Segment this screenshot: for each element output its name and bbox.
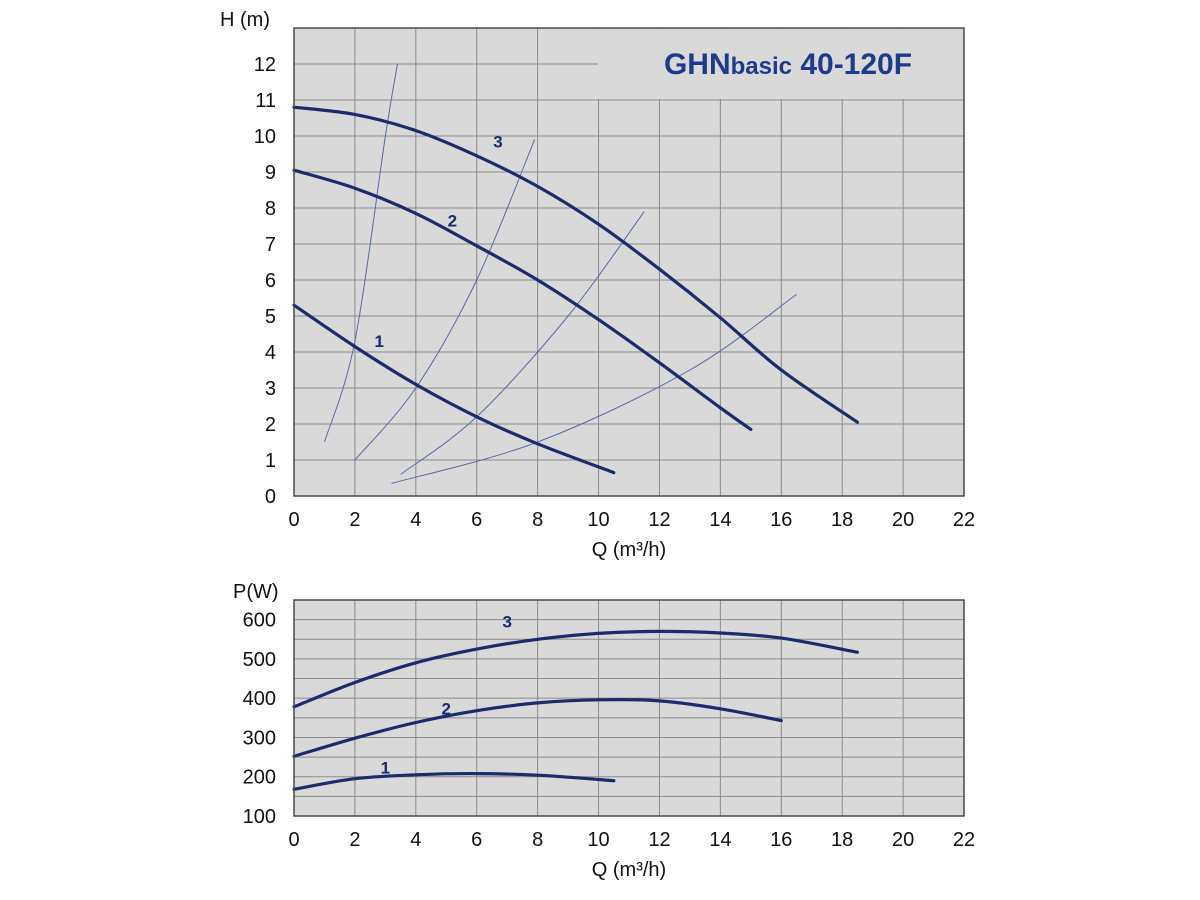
- y-tick-label: 6: [265, 270, 276, 292]
- x-tick-label: 22: [953, 829, 975, 851]
- x-tick-label: 18: [831, 509, 853, 531]
- x-tick-label: 4: [410, 509, 421, 531]
- chart-title-prefix: GHN: [664, 48, 731, 81]
- y-tick-label: 3: [265, 378, 276, 400]
- x-tick-label: 10: [587, 509, 609, 531]
- system-curve: [354, 139, 536, 461]
- y-tick-label: 4: [265, 342, 276, 364]
- y-tick-label: 0: [265, 486, 276, 508]
- x-tick-label: 8: [532, 829, 543, 851]
- y-tick-label: 7: [265, 234, 276, 256]
- x-tick-label: 14: [709, 829, 731, 851]
- series-label-1: 1: [381, 759, 390, 778]
- head-grid: [293, 27, 965, 496]
- x-tick-label: 14: [709, 509, 731, 531]
- x-tick-label: 8: [532, 509, 543, 531]
- series-line-3: [292, 105, 859, 424]
- power-y-axis-label: P(W): [233, 581, 279, 603]
- y-tick-label: 600: [243, 610, 276, 632]
- y-tick-label: 5: [265, 306, 276, 328]
- series-label-3: 3: [493, 132, 502, 151]
- power-plot-background: [294, 600, 964, 816]
- x-tick-label: 0: [288, 509, 299, 531]
- x-tick-label: 20: [892, 829, 914, 851]
- series-line-3: [292, 629, 859, 709]
- chart-title: GHNbasic 40-120F: [664, 48, 912, 81]
- x-tick-label: 2: [349, 509, 360, 531]
- series-line-2: [292, 168, 753, 431]
- x-tick-label: 18: [831, 829, 853, 851]
- head-chart: 123 0 2 4 6 8 10 12 14 16 18 20 220123456789101112 …: [220, 9, 975, 561]
- system-curve: [400, 211, 645, 475]
- y-tick-label: 300: [243, 727, 276, 749]
- series-line-2: [292, 697, 783, 758]
- x-tick-label: 22: [953, 509, 975, 531]
- x-tick-label: 16: [770, 509, 792, 531]
- y-tick-label: 10: [254, 126, 276, 148]
- y-tick-label: 9: [265, 162, 276, 184]
- power-series: 1 2 3: [292, 613, 859, 791]
- head-system-curves: [324, 63, 797, 484]
- system-curve: [391, 293, 797, 484]
- head-plot-frame: [293, 27, 965, 497]
- x-tick-label: 12: [648, 509, 670, 531]
- y-tick-label: 11: [255, 90, 276, 112]
- x-tick-label: 4: [410, 829, 421, 851]
- system-curve: [324, 63, 398, 443]
- series-label-2: 2: [448, 212, 457, 231]
- x-tick-label: 2: [349, 829, 360, 851]
- head-series: 1 2 3: [292, 105, 859, 475]
- power-chart: 123 0 2 4 6 8 10 12 14 16 18 20 2210020030040050060…: [233, 581, 975, 881]
- y-tick-label: 2: [265, 414, 276, 436]
- chart-title-model: 40-120F: [792, 48, 912, 81]
- y-tick-label: 400: [243, 688, 276, 710]
- chart-title-box: [598, 29, 963, 99]
- y-tick-label: 8: [265, 198, 276, 220]
- power-plot-frame: [293, 599, 965, 817]
- head-x-axis-label: Q (m³/h): [592, 539, 666, 561]
- x-tick-label: 20: [892, 509, 914, 531]
- power-x-axis-label: Q (m³/h): [592, 859, 666, 881]
- x-tick-label: 6: [471, 829, 482, 851]
- y-tick-label: 200: [243, 767, 276, 789]
- series-label-3: 3: [502, 613, 511, 632]
- y-tick-label: 1: [265, 450, 276, 472]
- x-tick-label: 12: [648, 829, 670, 851]
- x-tick-label: 6: [471, 509, 482, 531]
- chart-title-sub: basic: [731, 53, 792, 80]
- series-line-1: [292, 303, 616, 475]
- x-tick-label: 10: [587, 829, 609, 851]
- series-line-1: [292, 771, 616, 791]
- head-y-axis-label: H (m): [220, 9, 270, 31]
- y-tick-label: 100: [243, 806, 276, 828]
- series-label-2: 2: [442, 699, 451, 718]
- y-tick-label: 500: [243, 649, 276, 671]
- x-tick-label: 16: [770, 829, 792, 851]
- x-tick-label: 0: [288, 829, 299, 851]
- y-tick-label: 12: [254, 54, 276, 76]
- series-label-1: 1: [375, 332, 384, 351]
